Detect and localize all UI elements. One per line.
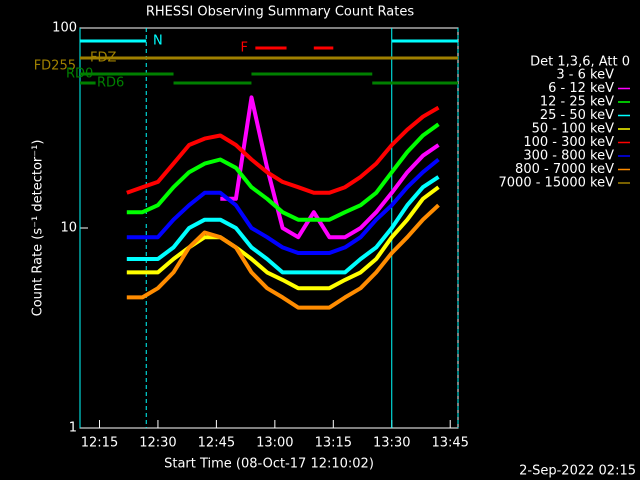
flag-label: RD6	[97, 76, 124, 91]
series-line	[126, 185, 440, 291]
y-tick-label: 100	[52, 21, 77, 36]
series-line	[220, 95, 440, 240]
legend-label: 3 - 6 keV	[556, 68, 614, 83]
legend-label: 7000 - 15000 keV	[499, 176, 615, 191]
x-tick-label: 12:15	[81, 436, 118, 451]
y-tick-label: 10	[60, 221, 77, 236]
legend-label: 300 - 800 keV	[523, 149, 614, 164]
x-tick-label: 13:00	[256, 436, 293, 451]
chart-title: RHESSI Observing Summary Count Rates	[146, 5, 415, 20]
flag-label: N	[153, 34, 163, 49]
y-axis-label: Count Rate (s⁻¹ detector⁻¹)	[31, 140, 46, 317]
flag-label: FD255	[34, 59, 76, 74]
x-tick-label: 13:30	[373, 436, 410, 451]
series-line	[126, 175, 440, 275]
legend-label: 25 - 50 keV	[540, 108, 614, 123]
series-line	[126, 157, 440, 255]
x-tick-label: 12:30	[139, 436, 176, 451]
x-tick-label: 13:15	[315, 436, 352, 451]
x-axis-label: Start Time (08-Oct-17 12:10:02)	[164, 457, 374, 472]
series-line	[126, 203, 440, 310]
legend-label: 12 - 25 keV	[540, 95, 614, 110]
legend-label: 800 - 7000 keV	[515, 162, 614, 177]
legend-label: 50 - 100 keV	[532, 122, 615, 137]
series-line	[126, 105, 440, 195]
footer: 2-Sep-2022 02:15	[519, 464, 636, 479]
x-tick-label: 12:45	[198, 436, 235, 451]
legend-label: 100 - 300 keV	[523, 135, 614, 150]
series-line	[126, 122, 440, 222]
x-tick-label: 13:45	[431, 436, 468, 451]
legend-label: 6 - 12 keV	[548, 81, 614, 96]
flag-label: RD0	[66, 67, 93, 82]
flag-label: F	[241, 41, 248, 56]
y-tick-label: 1	[69, 421, 77, 436]
legend-title: Det 1,3,6, Att 0	[530, 55, 630, 70]
